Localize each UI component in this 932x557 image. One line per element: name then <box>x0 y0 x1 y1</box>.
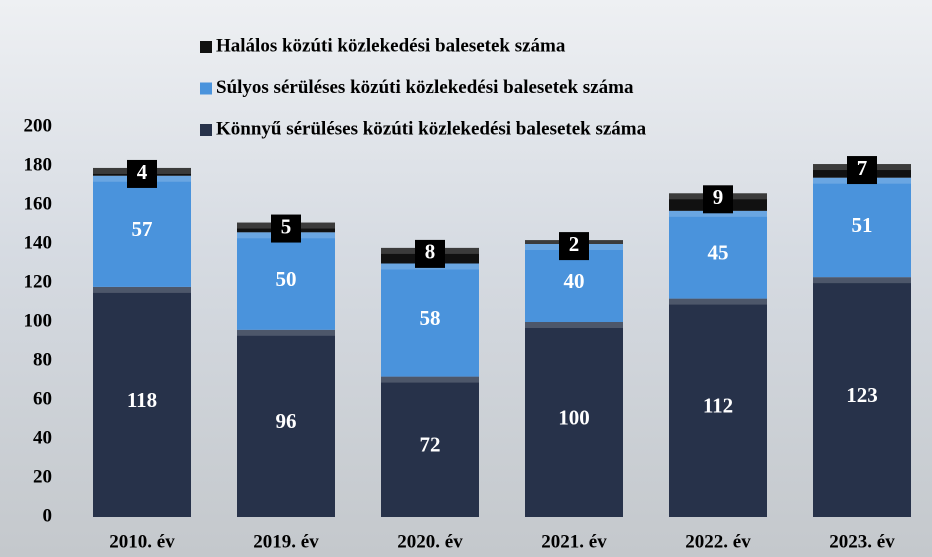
value-label: 51 <box>852 213 873 237</box>
value-label: 4 <box>137 160 148 184</box>
value-label: 8 <box>425 240 436 264</box>
value-label: 96 <box>276 409 297 433</box>
value-label: 100 <box>558 405 590 429</box>
y-tick-label: 40 <box>33 427 52 448</box>
value-label: 57 <box>132 217 153 241</box>
x-tick-label: 2010. év <box>109 531 175 552</box>
bar-bevel <box>525 322 623 328</box>
value-label: 2 <box>569 232 580 256</box>
legend-swatch <box>200 41 212 53</box>
y-tick-label: 120 <box>24 271 53 292</box>
y-tick-label: 0 <box>43 505 53 526</box>
y-tick-label: 20 <box>33 466 52 487</box>
y-tick-label: 140 <box>24 232 53 253</box>
value-label: 9 <box>713 185 724 209</box>
bar-bevel <box>237 330 335 336</box>
value-label: 45 <box>708 241 729 265</box>
bar-bevel <box>381 377 479 383</box>
bar-bevel <box>813 277 911 283</box>
value-label: 112 <box>703 394 733 418</box>
value-label: 58 <box>420 306 441 330</box>
bar-bevel <box>93 287 191 293</box>
legend-swatch <box>200 83 212 95</box>
legend-label: Súlyos sérüléses közúti közlekedési bale… <box>216 77 634 98</box>
value-label: 50 <box>276 267 297 291</box>
y-tick-label: 180 <box>24 154 53 175</box>
y-tick-label: 60 <box>33 388 52 409</box>
value-label: 7 <box>857 156 868 180</box>
chart: 0204060801001201401601802002010. év11857… <box>0 0 932 557</box>
value-label: 123 <box>846 383 878 407</box>
x-tick-label: 2023. év <box>829 531 895 552</box>
y-tick-label: 100 <box>24 310 53 331</box>
x-tick-label: 2022. év <box>685 531 751 552</box>
legend-swatch <box>200 124 212 136</box>
value-label: 5 <box>281 214 292 238</box>
y-tick-label: 200 <box>24 115 53 136</box>
x-tick-label: 2021. év <box>541 531 607 552</box>
y-tick-label: 80 <box>33 349 52 370</box>
x-tick-label: 2020. év <box>397 531 463 552</box>
bar-bevel <box>669 299 767 305</box>
value-label: 72 <box>420 433 441 457</box>
value-label: 118 <box>127 388 157 412</box>
legend-label: Halálos közúti közlekedési balesetek szá… <box>216 35 566 56</box>
legend-label: Könnyű sérüléses közúti közlekedési bale… <box>216 118 647 139</box>
x-tick-label: 2019. év <box>253 531 319 552</box>
page: {"chart_data": {"type": "stacked-bar", "… <box>0 0 932 557</box>
value-label: 40 <box>564 269 585 293</box>
y-tick-label: 160 <box>24 193 53 214</box>
